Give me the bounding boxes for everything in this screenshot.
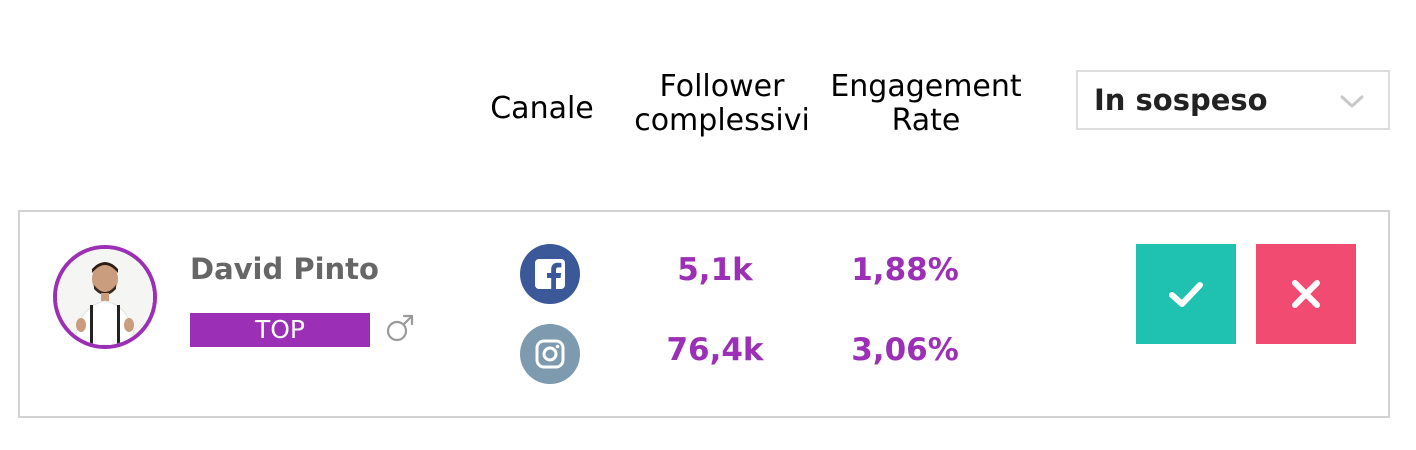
avatar[interactable]: [53, 245, 157, 349]
checkmark-icon: [1169, 282, 1203, 307]
status-filter-value: In sospeso: [1094, 83, 1268, 117]
column-header-engagement-rate: Engagement Rate: [828, 70, 1024, 138]
influencer-name[interactable]: David Pinto: [190, 252, 379, 286]
facebook-icon: [535, 259, 565, 291]
chevron-down-icon: [1340, 95, 1364, 108]
column-header-channel-label: Canale: [490, 91, 594, 126]
column-header-followers: Follower complessivi: [628, 70, 816, 138]
reject-button[interactable]: [1256, 244, 1356, 344]
facebook-followers: 5,1k: [677, 252, 753, 288]
column-header-engagement-line2: Rate: [891, 103, 961, 138]
approve-button[interactable]: [1136, 244, 1236, 344]
tier-badge: TOP: [190, 313, 370, 347]
column-header-engagement-line1: Engagement: [830, 69, 1022, 104]
status-filter-dropdown[interactable]: In sospeso: [1076, 70, 1390, 130]
instagram-followers: 76,4k: [666, 332, 764, 368]
column-header-channel: Canale: [482, 92, 602, 126]
column-header-followers-line1: Follower: [659, 69, 785, 104]
person-photo-icon: [57, 249, 153, 345]
column-header-followers-line2: complessivi: [634, 103, 810, 138]
close-icon: [1292, 280, 1320, 308]
influencer-card: David Pinto TOP 5,1k 1,88% 76,4k 3,06%: [18, 210, 1390, 418]
male-symbol-icon: [386, 314, 414, 342]
instagram-engagement-rate: 3,06%: [851, 332, 959, 368]
instagram-icon: [535, 339, 565, 369]
facebook-channel-badge[interactable]: [520, 244, 580, 304]
facebook-engagement-rate: 1,88%: [851, 252, 959, 288]
instagram-channel-badge[interactable]: [520, 324, 580, 384]
